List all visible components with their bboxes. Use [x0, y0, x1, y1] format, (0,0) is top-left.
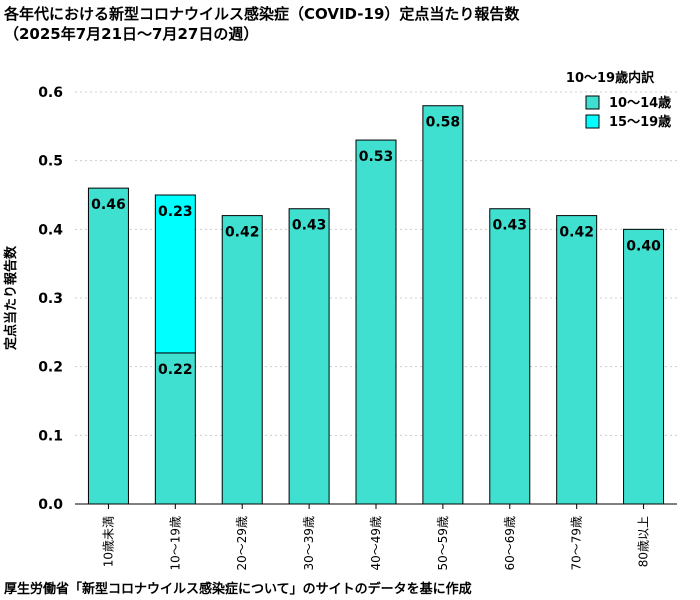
legend-title: 10〜19歳内訳	[566, 70, 655, 86]
x-tick-label: 10〜19歳	[168, 516, 182, 571]
x-tick-label: 30〜39歳	[302, 516, 316, 571]
y-tick-label: 0.5	[38, 154, 63, 170]
bar	[556, 215, 598, 505]
bar	[489, 208, 531, 505]
x-tick-label: 60〜69歳	[503, 516, 517, 571]
x-tick-label: 50〜59歳	[436, 516, 450, 571]
y-tick-label: 0.4	[38, 222, 63, 238]
data-label: 0.23	[158, 204, 193, 220]
bar	[355, 139, 397, 505]
data-label: 0.40	[626, 238, 661, 254]
chart-subtitle: （2025年7月21日〜7月27日の週）	[4, 25, 259, 43]
bar	[623, 228, 665, 505]
x-tick-label: 80歳以上	[637, 516, 651, 567]
data-label: 0.43	[493, 218, 528, 234]
bar	[288, 208, 330, 505]
y-tick-label: 0.6	[38, 85, 63, 101]
legend-swatch	[585, 95, 600, 110]
data-label: 0.53	[359, 149, 394, 165]
legend-label: 10〜14歳	[609, 95, 671, 111]
bar-segment-10〜14歳	[154, 352, 196, 505]
y-axis-title: 定点当たり報告数	[3, 245, 19, 351]
legend-label: 15〜19歳	[609, 114, 671, 130]
source-note: 厚生労働省「新型コロナウイルス感染症について」のサイトのデータを基に作成	[4, 582, 472, 597]
title-block: 各年代における新型コロナウイルス感染症（COVID-19）定点当たり報告数 （2…	[4, 4, 694, 44]
data-label: 0.42	[559, 225, 594, 241]
bar-segment-15〜19歳	[154, 194, 196, 354]
data-label: 0.43	[292, 218, 327, 234]
data-label: 0.58	[426, 115, 461, 131]
x-tick-label: 20〜29歳	[235, 516, 249, 571]
legend-swatch	[585, 114, 600, 129]
y-tick-label: 0.1	[38, 428, 63, 444]
bar	[221, 215, 263, 505]
y-tick-label: 0.0	[38, 497, 63, 513]
x-tick-label: 10歳未満	[101, 516, 115, 567]
x-tick-label: 70〜79歳	[570, 516, 584, 571]
data-label: 0.42	[225, 225, 260, 241]
bar	[87, 187, 129, 505]
y-tick-label: 0.2	[38, 360, 63, 376]
data-label: 0.22	[158, 362, 193, 378]
y-tick-label: 0.3	[38, 291, 63, 307]
chart-title: 各年代における新型コロナウイルス感染症（COVID-19）定点当たり報告数	[4, 5, 520, 23]
data-label: 0.46	[91, 197, 126, 213]
x-tick-label: 40〜49歳	[369, 516, 383, 571]
bar	[422, 105, 464, 505]
